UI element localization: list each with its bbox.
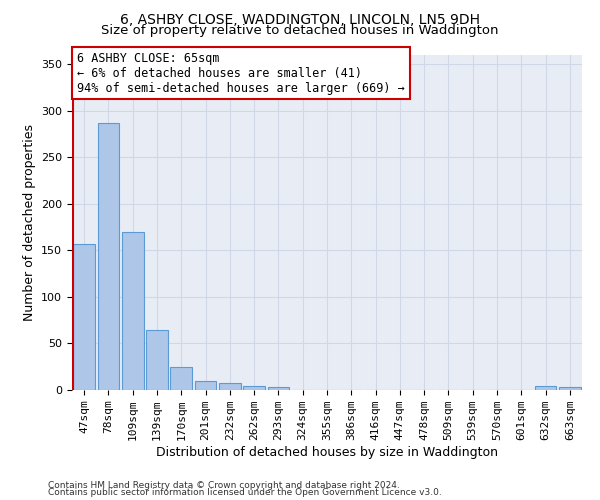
Text: 6 ASHBY CLOSE: 65sqm
← 6% of detached houses are smaller (41)
94% of semi-detach: 6 ASHBY CLOSE: 65sqm ← 6% of detached ho… xyxy=(77,52,405,94)
Bar xyxy=(73,244,95,390)
Bar xyxy=(146,330,168,390)
Text: 6, ASHBY CLOSE, WADDINGTON, LINCOLN, LN5 9DH: 6, ASHBY CLOSE, WADDINGTON, LINCOLN, LN5… xyxy=(120,12,480,26)
Bar xyxy=(268,387,289,390)
Y-axis label: Number of detached properties: Number of detached properties xyxy=(23,124,35,321)
Bar xyxy=(170,366,192,390)
Text: Contains HM Land Registry data © Crown copyright and database right 2024.: Contains HM Land Registry data © Crown c… xyxy=(48,480,400,490)
Text: Size of property relative to detached houses in Waddington: Size of property relative to detached ho… xyxy=(101,24,499,37)
Bar xyxy=(219,384,241,390)
X-axis label: Distribution of detached houses by size in Waddington: Distribution of detached houses by size … xyxy=(156,446,498,459)
Bar xyxy=(243,386,265,390)
Bar xyxy=(535,386,556,390)
Bar xyxy=(97,123,119,390)
Text: Contains public sector information licensed under the Open Government Licence v3: Contains public sector information licen… xyxy=(48,488,442,497)
Bar xyxy=(559,387,581,390)
Bar xyxy=(122,232,143,390)
Bar xyxy=(194,380,217,390)
